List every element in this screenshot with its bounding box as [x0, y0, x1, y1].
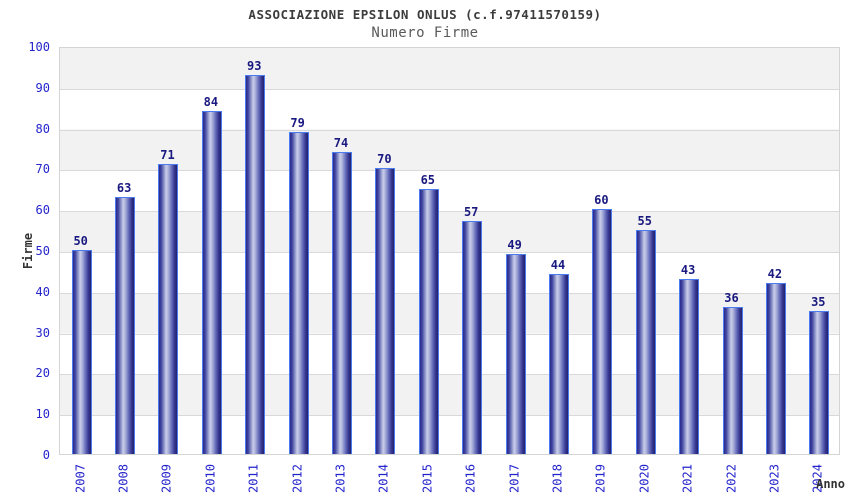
bar-2021	[679, 278, 700, 454]
x-tick-label: 2012	[290, 464, 305, 493]
bar-value-label: 65	[420, 172, 436, 187]
gridline	[60, 333, 839, 335]
y-tick-label: 100	[28, 40, 50, 54]
y-tick-label: 0	[42, 448, 50, 462]
x-tick-label: 2015	[420, 464, 435, 493]
bar-value-label: 49	[507, 238, 522, 253]
bar-value-label: 57	[463, 205, 479, 220]
bar-value-label: 71	[160, 148, 175, 163]
bar-2008	[115, 196, 136, 454]
y-tick-label: 30	[35, 325, 50, 340]
gridline	[60, 374, 839, 376]
plot-area	[59, 47, 840, 455]
gridline	[60, 170, 839, 172]
bar-2018	[548, 274, 569, 454]
bar-2017	[505, 254, 526, 454]
bar-value-label: 55	[637, 213, 652, 228]
y-tick-label: 70	[35, 162, 50, 177]
x-tick-label: 2014	[376, 464, 391, 493]
bar-value-label: 79	[290, 115, 305, 130]
bar-2012	[288, 131, 309, 454]
x-tick-label: 2018	[550, 464, 565, 493]
x-tick-label: 2023	[767, 464, 782, 493]
bar-2015	[418, 188, 439, 454]
x-axis-title: Anno	[816, 477, 845, 491]
x-tick-label: 2008	[116, 464, 131, 493]
y-tick-label: 90	[35, 80, 50, 95]
bar-value-label: 84	[203, 95, 219, 110]
bar-value-label: 35	[811, 295, 826, 310]
x-tick-label: 2016	[463, 464, 478, 493]
bar-value-label: 42	[767, 266, 783, 281]
gridline	[60, 252, 839, 253]
bar-value-label: 63	[116, 180, 132, 195]
bar-2022	[722, 307, 743, 454]
gridline	[60, 211, 839, 213]
y-axis-title: Firme	[21, 232, 35, 270]
gridline	[60, 292, 839, 294]
bar-value-label: 74	[333, 136, 349, 151]
x-tick-label: 2011	[246, 464, 261, 493]
bar-2023	[765, 282, 786, 454]
y-tick-label: 10	[35, 407, 50, 422]
bar-2011	[245, 74, 266, 454]
bar-2019	[592, 209, 613, 454]
x-tick-label: 2007	[73, 464, 88, 493]
chart-title: ASSOCIAZIONE EPSILON ONLUS (c.f.97411570…	[248, 7, 602, 22]
bar-2010	[201, 111, 222, 454]
chart-subtitle: Numero Firme	[371, 25, 479, 41]
bar-value-label: 44	[550, 258, 566, 273]
x-tick-label: 2021	[680, 464, 695, 493]
bar-value-label: 36	[724, 291, 739, 306]
bar-2014	[375, 168, 396, 454]
bar-value-label: 50	[73, 234, 88, 248]
y-tick-label: 60	[35, 203, 50, 218]
x-tick-label: 2019	[593, 464, 608, 493]
bar-value-label: 93	[247, 58, 262, 73]
bar-2007	[71, 250, 92, 454]
x-tick-label: 2010	[203, 464, 218, 493]
gridline	[60, 88, 839, 90]
x-tick-label: 2017	[507, 464, 522, 493]
x-tick-label: 2009	[159, 464, 174, 493]
bar-value-label: 60	[594, 193, 609, 208]
bar-2013	[332, 152, 353, 454]
gridline	[60, 415, 839, 417]
gridline	[60, 129, 839, 131]
bar-2024	[809, 311, 830, 454]
y-tick-label: 40	[35, 284, 50, 299]
y-tick-label: 80	[35, 121, 50, 136]
bar-2020	[635, 229, 656, 454]
x-tick-label: 2020	[637, 464, 652, 493]
bar-value-label: 43	[680, 262, 696, 277]
y-tick-label: 20	[35, 366, 50, 381]
bar-value-label: 70	[377, 152, 392, 167]
bar-2016	[462, 221, 483, 454]
y-tick-label: 50	[35, 244, 50, 258]
x-tick-label: 2022	[724, 464, 739, 493]
x-tick-label: 2013	[333, 464, 348, 493]
bar-2009	[158, 164, 179, 454]
